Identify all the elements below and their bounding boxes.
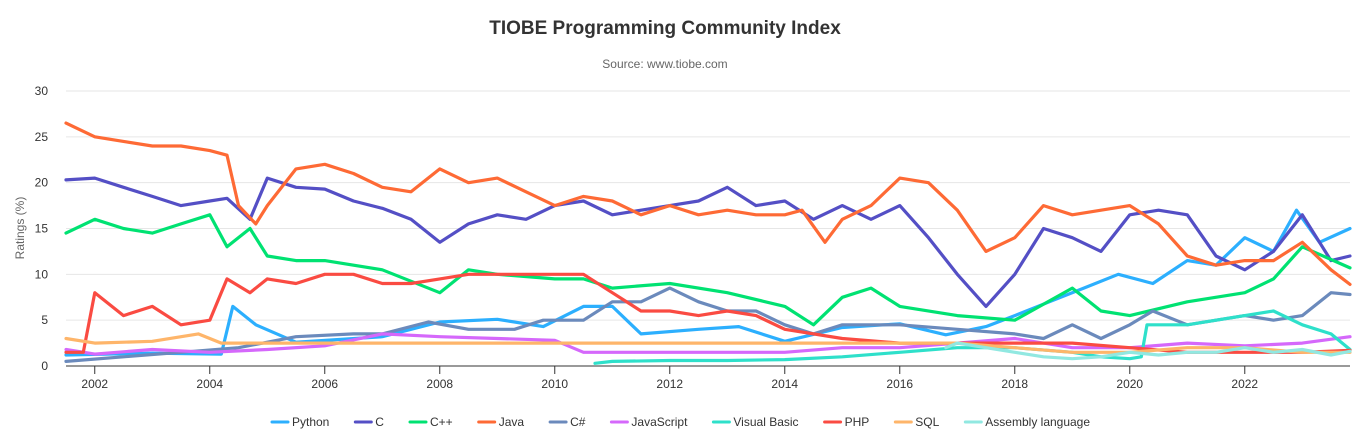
x-tick-label: 2006 — [311, 377, 338, 391]
x-tick-label: 2016 — [886, 377, 913, 391]
legend-label: Java — [499, 415, 525, 429]
y-tick-label: 30 — [35, 84, 49, 98]
x-tick-label: 2014 — [771, 377, 798, 391]
legend: Python C C++ Java C# JavaScript Visual Basic PH… — [270, 415, 1090, 429]
y-tick-label: 10 — [35, 267, 49, 281]
x-tick-label: 2012 — [656, 377, 683, 391]
legend-item[interactable]: Assembly language — [963, 415, 1090, 429]
series-lines — [64, 121, 1352, 365]
y-tick-label: 25 — [35, 130, 49, 144]
legend-item[interactable]: Java — [477, 415, 525, 429]
legend-label: JavaScript — [631, 415, 688, 429]
legend-item[interactable]: SQL — [893, 415, 940, 429]
legend-item[interactable]: C++ — [408, 415, 453, 429]
legend-item[interactable]: PHP — [823, 415, 870, 429]
x-tick-label: 2022 — [1231, 377, 1258, 391]
series-line-visual-basic[interactable] — [593, 309, 1352, 365]
legend-label: C — [375, 415, 384, 429]
series-line-c-[interactable] — [64, 213, 1352, 327]
legend-item[interactable]: JavaScript — [609, 415, 688, 429]
series-line-c-[interactable] — [64, 286, 1352, 363]
x-tick-label: 2008 — [426, 377, 453, 391]
legend-label: C++ — [430, 415, 453, 429]
legend-item[interactable]: Visual Basic — [711, 415, 799, 429]
x-tick-label: 2020 — [1116, 377, 1143, 391]
series-line-php[interactable] — [64, 272, 1352, 354]
y-tick-label: 0 — [41, 359, 48, 373]
chart-title: TIOBE Programming Community Index — [489, 18, 841, 39]
series-line-sql[interactable] — [64, 332, 1352, 354]
legend-label: PHP — [845, 415, 870, 429]
y-axis-label: Ratings (%) — [13, 197, 27, 260]
legend-label: Python — [292, 415, 329, 429]
legend-label: Visual Basic — [733, 415, 798, 429]
y-axis-ticks: 0 5 10 15 20 25 30 — [35, 84, 49, 373]
series-line-python[interactable] — [64, 208, 1352, 357]
x-tick-label: 2004 — [196, 377, 223, 391]
x-tick-label: 2010 — [541, 377, 568, 391]
series-line-assembly-language[interactable] — [944, 341, 1352, 361]
y-tick-label: 5 — [41, 313, 48, 327]
series-line-java[interactable] — [64, 121, 1352, 286]
x-tick-label: 2002 — [81, 377, 108, 391]
legend-item[interactable]: C — [353, 415, 384, 429]
chart-subtitle: Source: www.tiobe.com — [602, 57, 727, 71]
legend-item[interactable]: C# — [548, 415, 586, 429]
x-tick-label: 2018 — [1001, 377, 1028, 391]
legend-item[interactable]: Python — [270, 415, 329, 429]
legend-label: C# — [570, 415, 586, 429]
x-axis-ticks: 2002 2004 2006 2008 2010 2012 2014 2016 2018 2020… — [66, 365, 1350, 391]
y-tick-label: 15 — [35, 222, 49, 236]
legend-label: Assembly language — [985, 415, 1090, 429]
y-tick-label: 20 — [35, 176, 49, 190]
legend-label: SQL — [915, 415, 939, 429]
